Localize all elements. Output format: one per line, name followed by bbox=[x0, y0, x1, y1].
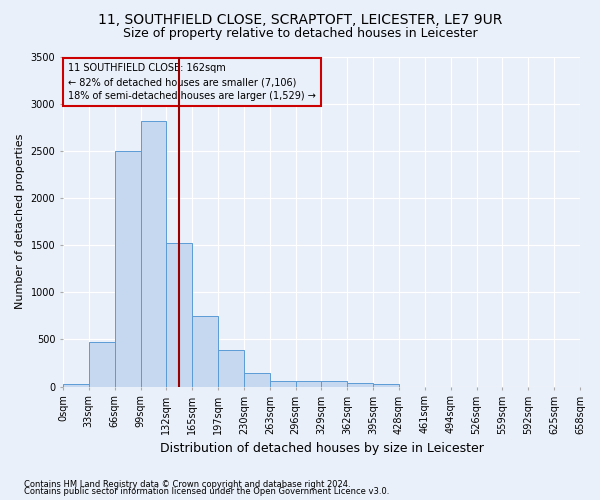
Y-axis label: Number of detached properties: Number of detached properties bbox=[15, 134, 25, 310]
Bar bbox=[218, 350, 244, 387]
Bar bbox=[166, 244, 192, 386]
Bar bbox=[115, 151, 140, 386]
Text: Size of property relative to detached houses in Leicester: Size of property relative to detached ho… bbox=[122, 28, 478, 40]
Text: Contains public sector information licensed under the Open Government Licence v3: Contains public sector information licen… bbox=[24, 487, 389, 496]
Text: 11 SOUTHFIELD CLOSE: 162sqm
← 82% of detached houses are smaller (7,106)
18% of : 11 SOUTHFIELD CLOSE: 162sqm ← 82% of det… bbox=[68, 63, 316, 101]
Bar bbox=[63, 384, 89, 386]
Text: 11, SOUTHFIELD CLOSE, SCRAPTOFT, LEICESTER, LE7 9UR: 11, SOUTHFIELD CLOSE, SCRAPTOFT, LEICEST… bbox=[98, 12, 502, 26]
Bar bbox=[270, 380, 296, 386]
Bar bbox=[322, 382, 347, 386]
Bar bbox=[192, 316, 218, 386]
Bar bbox=[296, 382, 322, 386]
Bar bbox=[89, 342, 115, 386]
Text: Contains HM Land Registry data © Crown copyright and database right 2024.: Contains HM Land Registry data © Crown c… bbox=[24, 480, 350, 489]
Bar bbox=[373, 384, 399, 386]
Bar bbox=[244, 374, 270, 386]
Bar bbox=[347, 384, 373, 386]
X-axis label: Distribution of detached houses by size in Leicester: Distribution of detached houses by size … bbox=[160, 442, 484, 455]
Bar bbox=[140, 120, 166, 386]
